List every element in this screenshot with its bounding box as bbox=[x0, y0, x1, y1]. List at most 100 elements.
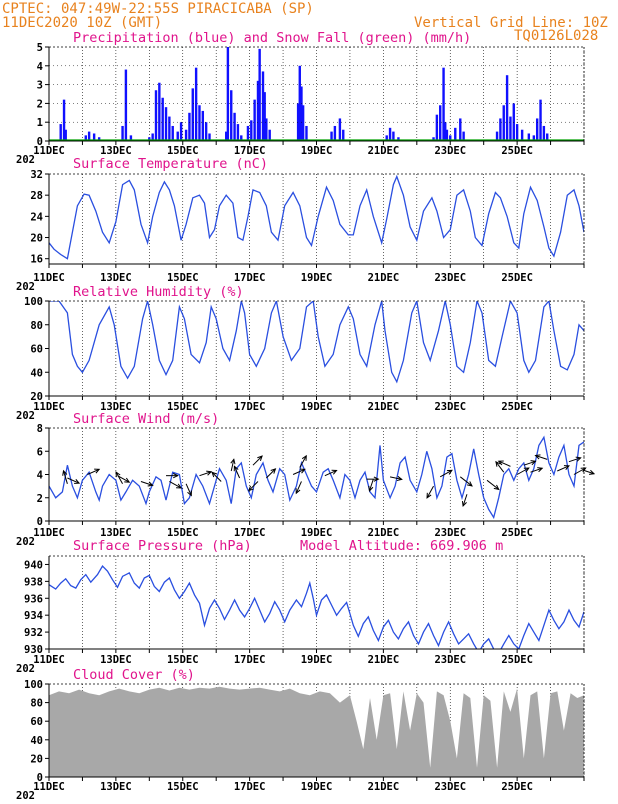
y-tick-label: 24 bbox=[30, 211, 43, 223]
wind-arrow bbox=[389, 476, 402, 480]
precip-bar bbox=[462, 131, 465, 141]
precip-bar bbox=[539, 99, 542, 141]
precip-bar bbox=[59, 124, 62, 141]
wind-arrow-head bbox=[74, 479, 81, 484]
wind-arrow bbox=[211, 472, 222, 482]
x-tick-label: 19DEC bbox=[301, 781, 333, 793]
wind-arrow bbox=[199, 471, 212, 477]
panel-title: Precipitation (blue) and Snow Fall (gree… bbox=[73, 30, 471, 46]
cloud-cover-area bbox=[49, 686, 584, 777]
precip-bar bbox=[445, 129, 449, 141]
y-tick-label: 40 bbox=[30, 367, 43, 379]
x-tick-label: 19DEC bbox=[301, 401, 333, 413]
wind-arrow-head bbox=[257, 455, 263, 461]
header-grid-note: Vertical Grid Line: 10Z bbox=[414, 15, 608, 31]
precip-bar bbox=[161, 97, 164, 141]
x-tick-label: 15DEC bbox=[167, 527, 199, 539]
y-tick-label: 936 bbox=[24, 593, 43, 605]
wind-arrow-head bbox=[534, 454, 541, 460]
panel-title: Surface Wind (m/s) bbox=[73, 411, 219, 427]
x-tick-label: 13DEC bbox=[100, 145, 132, 157]
panel-0: 0 1 2 3 4 5 11DEC 13DEC 15DEC 17DEC 19DEC 21DEC 23DE… bbox=[16, 30, 585, 166]
precip-bar bbox=[188, 112, 191, 141]
precip-bar bbox=[330, 131, 333, 141]
precip-bar bbox=[505, 75, 509, 141]
plot-area bbox=[49, 565, 584, 649]
wind-arrow bbox=[459, 476, 473, 487]
wind-arrow bbox=[169, 481, 182, 489]
precip-bar bbox=[240, 135, 243, 141]
wind-arrow-head bbox=[115, 471, 121, 478]
panel-5: 0 20 40 60 80 100 11DEC 13DEC 15DEC 17DEC 19DEC 21D… bbox=[16, 667, 585, 802]
wind-arrow bbox=[265, 468, 276, 479]
y-tick-label: 20 bbox=[30, 233, 43, 245]
y-tick-label: 932 bbox=[24, 627, 43, 639]
precip-bar bbox=[397, 137, 400, 141]
wind-arrow-head bbox=[530, 460, 537, 466]
x-tick-label: 19DEC bbox=[301, 272, 333, 284]
x-tick-label: 15DEC bbox=[167, 654, 199, 666]
wind-arrow-head bbox=[426, 492, 432, 499]
x-tick-label: 25DEC bbox=[501, 527, 533, 539]
x-tick-label: 11DEC bbox=[33, 401, 65, 413]
plot-area bbox=[49, 686, 584, 777]
panel-4: 930 932 934 936 938 940 11DEC 13DEC 15DEC 17DEC 19… bbox=[16, 538, 585, 675]
wind-arrow bbox=[185, 483, 192, 496]
wind-arrow bbox=[324, 470, 337, 477]
y-tick-label: 930 bbox=[24, 644, 43, 656]
series-line bbox=[49, 301, 584, 384]
y-tick-label: 5 bbox=[37, 42, 43, 54]
wind-arrow-head bbox=[147, 481, 154, 487]
x-tick-label: 15DEC bbox=[167, 272, 199, 284]
header-code: TQ0126L028 bbox=[514, 28, 598, 44]
precip-bar bbox=[515, 124, 519, 141]
precip-bar bbox=[435, 114, 439, 141]
precip-bar bbox=[87, 131, 91, 141]
y-tick-label: 28 bbox=[30, 190, 43, 202]
wind-arrow-head bbox=[248, 485, 254, 492]
y-tick-label: 4 bbox=[37, 61, 43, 73]
x-tick-label: 17DEC bbox=[234, 401, 266, 413]
precip-bar bbox=[168, 116, 171, 141]
x-year-fragment: 202 bbox=[16, 790, 35, 800]
wind-arrow bbox=[295, 481, 302, 494]
precip-bar bbox=[449, 135, 452, 141]
precip-bar bbox=[191, 88, 194, 141]
panel-2: 20 40 60 80 100 11DEC 13DEC 15DEC 17DEC 19DEC 21DE… bbox=[16, 284, 585, 422]
y-tick-label: 16 bbox=[30, 254, 43, 266]
precip-bar bbox=[333, 125, 337, 141]
wind-arrow-head bbox=[589, 469, 596, 475]
wind-arrow-head bbox=[301, 454, 307, 461]
x-tick-label: 13DEC bbox=[100, 781, 132, 793]
precip-bar bbox=[301, 105, 305, 141]
precip-bar bbox=[342, 129, 345, 141]
precip-bar bbox=[246, 125, 250, 141]
precip-bar bbox=[535, 118, 539, 141]
precip-bar bbox=[184, 129, 188, 141]
precip-bar bbox=[225, 131, 228, 141]
plot-area bbox=[49, 301, 584, 384]
x-tick-label: 23DEC bbox=[434, 272, 466, 284]
wind-arrow-head bbox=[563, 465, 571, 470]
precip-bar bbox=[148, 137, 151, 141]
series-line bbox=[49, 435, 584, 520]
x-tick-label: 19DEC bbox=[301, 145, 333, 157]
plot-area bbox=[49, 435, 584, 520]
panel-title: Relative Humidity (%) bbox=[73, 284, 244, 300]
x-tick-label: 21DEC bbox=[368, 145, 400, 157]
y-tick-label: 20 bbox=[30, 753, 43, 765]
wind-arrow bbox=[530, 467, 543, 473]
x-year-fragment: 202 bbox=[16, 154, 35, 166]
wind-arrow-head bbox=[446, 469, 453, 475]
wind-arrow-head bbox=[537, 467, 544, 473]
panel-title: Surface Temperature (nC) bbox=[73, 156, 268, 172]
model-altitude: Model Altitude: 669.906 m bbox=[300, 538, 503, 554]
precip-bar bbox=[226, 47, 230, 141]
panel-3: 0 2 4 6 8 11DEC 13DEC 15DEC 17DEC 19DEC 21DEC 23DEC… bbox=[16, 411, 596, 548]
precip-bar bbox=[454, 127, 457, 141]
x-tick-label: 25DEC bbox=[501, 145, 533, 157]
precip-bar bbox=[392, 131, 395, 141]
wind-arrow-head bbox=[373, 476, 380, 482]
x-tick-label: 15DEC bbox=[167, 401, 199, 413]
x-tick-label: 17DEC bbox=[234, 272, 266, 284]
